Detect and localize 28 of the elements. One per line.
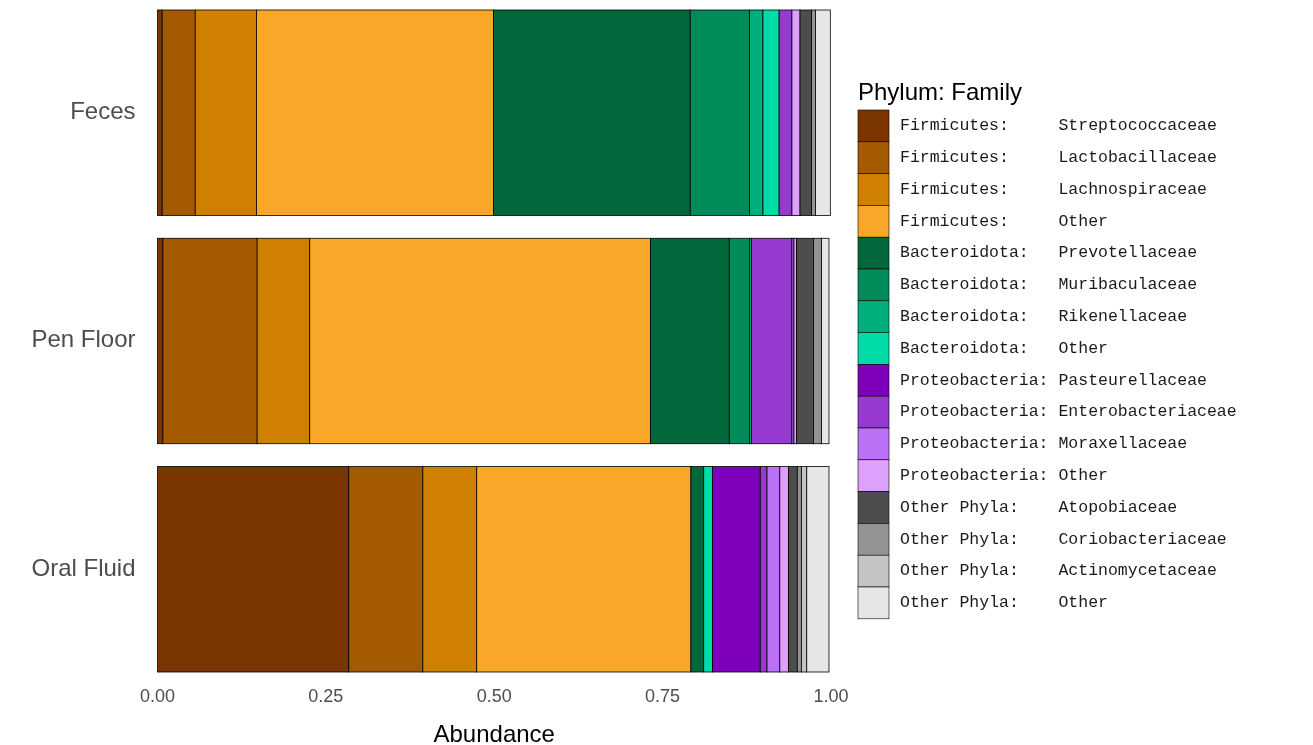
- legend-label: Other Phyla: Coriobacteriaceae: [900, 529, 1227, 549]
- legend-label: Bacteroidota: Muribaculaceae: [900, 275, 1198, 295]
- y-tick-label: Oral Fluid: [31, 553, 136, 581]
- x-axis-title: Abundance: [433, 720, 555, 745]
- legend-label: Bacteroidota: Rikenellaceae: [900, 307, 1188, 327]
- legend-label: Bacteroidota: Prevotellaceae: [900, 243, 1198, 263]
- x-tick-label: 0.00: [139, 686, 176, 706]
- legend-label: Proteobacteria: Enterobacteriaceae: [900, 402, 1237, 422]
- legend-label: Other Phyla: Actinomycetaceae: [900, 561, 1217, 581]
- legend-label: Firmicutes: Lactobacillaceae: [900, 148, 1217, 168]
- legend-label: Bacteroidota: Other: [900, 338, 1108, 358]
- bar: [815, 9, 831, 216]
- y-tick-label: Pen Floor: [31, 325, 136, 353]
- bar: [751, 237, 793, 445]
- legend-label: Other Phyla: Atopobiaceae: [900, 497, 1178, 517]
- x-tick-label: 0.25: [308, 686, 344, 706]
- legend-label: Proteobacteria: Other: [900, 466, 1108, 486]
- legend-title: Phylum: Family: [858, 78, 1023, 105]
- x-tick-label: 1.00: [813, 686, 849, 706]
- x-tick-label: 0.75: [645, 686, 681, 706]
- x-tick-label: 0.50: [476, 686, 512, 706]
- y-tick-label: Feces: [70, 97, 136, 125]
- legend-label: Other Phyla: Other: [900, 593, 1108, 613]
- legend-label: Firmicutes: Lachnospiraceae: [900, 179, 1207, 199]
- legend-label: Firmicutes: Streptococcaceae: [900, 116, 1217, 136]
- legend-label: Firmicutes: Other: [900, 211, 1108, 231]
- legend-label: Proteobacteria: Pasteurellaceae: [900, 370, 1207, 390]
- legend-label: Proteobacteria: Moraxellaceae: [900, 434, 1188, 454]
